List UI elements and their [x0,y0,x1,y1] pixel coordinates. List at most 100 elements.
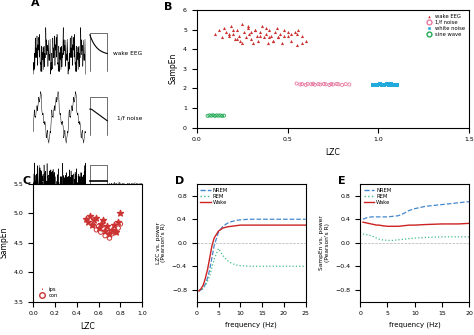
REM [202,283,208,287]
Text: 1/f noise: 1/f noise [117,115,142,120]
ips [117,211,124,216]
REM [290,264,295,268]
Point [276,31,284,36]
Text: wake EEG: wake EEG [113,51,142,56]
Wake [237,223,243,227]
Point [302,82,310,87]
Point [215,113,222,118]
Point [297,82,304,87]
ips [106,231,113,237]
Point [228,23,235,28]
ips [114,219,122,225]
NREM [229,219,235,223]
NREM [205,276,210,280]
Wake [363,221,369,225]
Text: B: B [164,2,173,12]
Point [240,29,248,34]
Y-axis label: SampEn vs. power
(Pearson's R): SampEn vs. power (Pearson's R) [319,215,330,270]
X-axis label: LZC: LZC [326,148,340,157]
Wake [290,223,295,227]
Point [317,82,324,87]
REM [439,235,445,239]
Point [315,81,322,87]
Point [256,29,264,34]
Point [271,29,279,34]
Wake [205,267,210,271]
NREM [466,200,472,204]
Text: white noise: white noise [109,183,142,187]
con [106,236,113,241]
Text: C: C [22,176,30,186]
NREM [406,208,412,212]
Point [222,29,229,34]
Point [267,33,275,38]
Point [247,37,255,42]
Point [213,113,220,118]
NREM [423,204,428,208]
NREM [209,255,215,259]
Legend: wake EEG, 1/f noise, white noise, sine wave: wake EEG, 1/f noise, white noise, sine w… [423,13,466,38]
REM [233,263,239,267]
Point [251,27,259,32]
Point [229,27,237,32]
REM [466,235,472,239]
REM [211,257,217,261]
Point [280,33,288,38]
Point [278,41,286,46]
REM [196,289,202,293]
Legend: NREM, REM, Wake: NREM, REM, Wake [363,187,392,206]
NREM [363,216,369,220]
NREM [368,215,374,219]
Point [251,27,259,32]
REM [229,261,235,265]
NREM [207,267,213,271]
con [103,228,111,234]
Legend: ips, con: ips, con [36,286,59,299]
Point [226,31,233,36]
NREM [390,214,396,218]
ips [112,229,120,235]
ips [88,222,96,228]
Wake [201,283,206,287]
NREM [281,217,287,221]
Wake [209,244,215,248]
Point [287,39,295,44]
Legend: NREM, REM, Wake: NREM, REM, Wake [200,187,229,206]
REM [209,265,215,269]
Point [208,113,215,118]
NREM [401,211,407,215]
Point [255,39,262,44]
REM [259,264,265,268]
NREM [259,217,265,221]
Point [378,82,386,88]
Point [226,33,233,38]
Point [219,113,226,119]
ips [84,219,91,225]
con [97,229,105,235]
Point [274,35,282,40]
Point [284,33,292,38]
Wake [303,223,309,227]
Point [220,25,228,30]
Point [233,27,240,32]
Point [211,113,219,119]
Point [387,82,395,87]
Point [298,41,306,46]
con [117,221,124,226]
NREM [303,217,309,221]
Point [238,41,246,46]
Point [269,39,277,44]
Point [247,29,255,34]
X-axis label: frequency (Hz): frequency (Hz) [225,322,277,328]
con [99,225,107,231]
Wake [406,223,412,227]
Text: D: D [175,176,184,186]
NREM [216,230,221,234]
Point [369,83,377,88]
Wake [360,220,366,224]
Point [293,43,301,48]
Wake [273,223,278,227]
NREM [196,289,202,293]
Wake [412,223,418,227]
Wake [365,221,371,225]
